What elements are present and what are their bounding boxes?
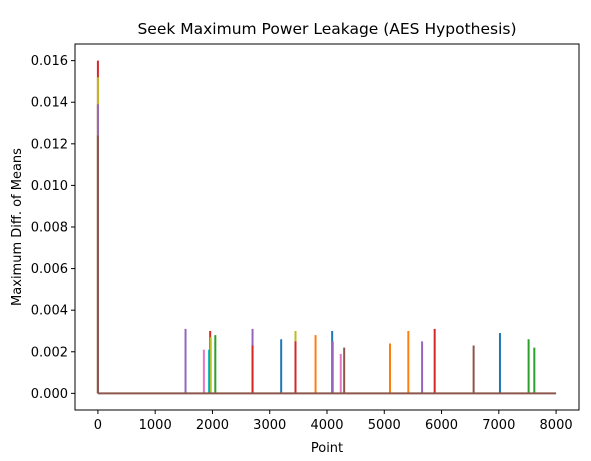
y-tick-label-3: 0.006 [31, 262, 68, 277]
spike-series-group [96, 60, 536, 394]
y-tick-label-1: 0.002 [31, 345, 68, 360]
x-tick-label-6: 6000 [425, 418, 458, 433]
y-tick-label-2: 0.004 [31, 304, 68, 319]
x-axis-label: Point [311, 441, 343, 456]
x-tick-label-2: 2000 [196, 418, 229, 433]
y-tick-label-6: 0.012 [31, 137, 68, 152]
x-tick-label-5: 5000 [368, 418, 401, 433]
y-tick-label-4: 0.008 [31, 221, 68, 236]
chart-title: Seek Maximum Power Leakage (AES Hypothes… [137, 20, 516, 38]
y-tick-label-8: 0.016 [31, 54, 68, 69]
x-tick-label-3: 3000 [253, 418, 286, 433]
x-tick-label-8: 8000 [540, 418, 573, 433]
x-tick-label-1: 1000 [139, 418, 172, 433]
x-tick-label-0: 0 [94, 418, 102, 433]
y-tick-label-7: 0.014 [31, 96, 68, 111]
x-tick-label-4: 4000 [310, 418, 343, 433]
y-axis-label: Maximum Diff. of Means [10, 148, 25, 306]
y-tick-label-5: 0.010 [31, 179, 68, 194]
y-axis-ticks: 0.000 0.002 0.004 0.006 0.008 0.010 0.012 0.014… [31, 54, 75, 402]
x-tick-label-7: 7000 [482, 418, 515, 433]
y-tick-label-0: 0.000 [31, 387, 68, 402]
plot-frame [74, 43, 580, 411]
x-axis-ticks: 0 1000 2000 3000 4000 5000 6000 7000 8000 [94, 410, 573, 433]
